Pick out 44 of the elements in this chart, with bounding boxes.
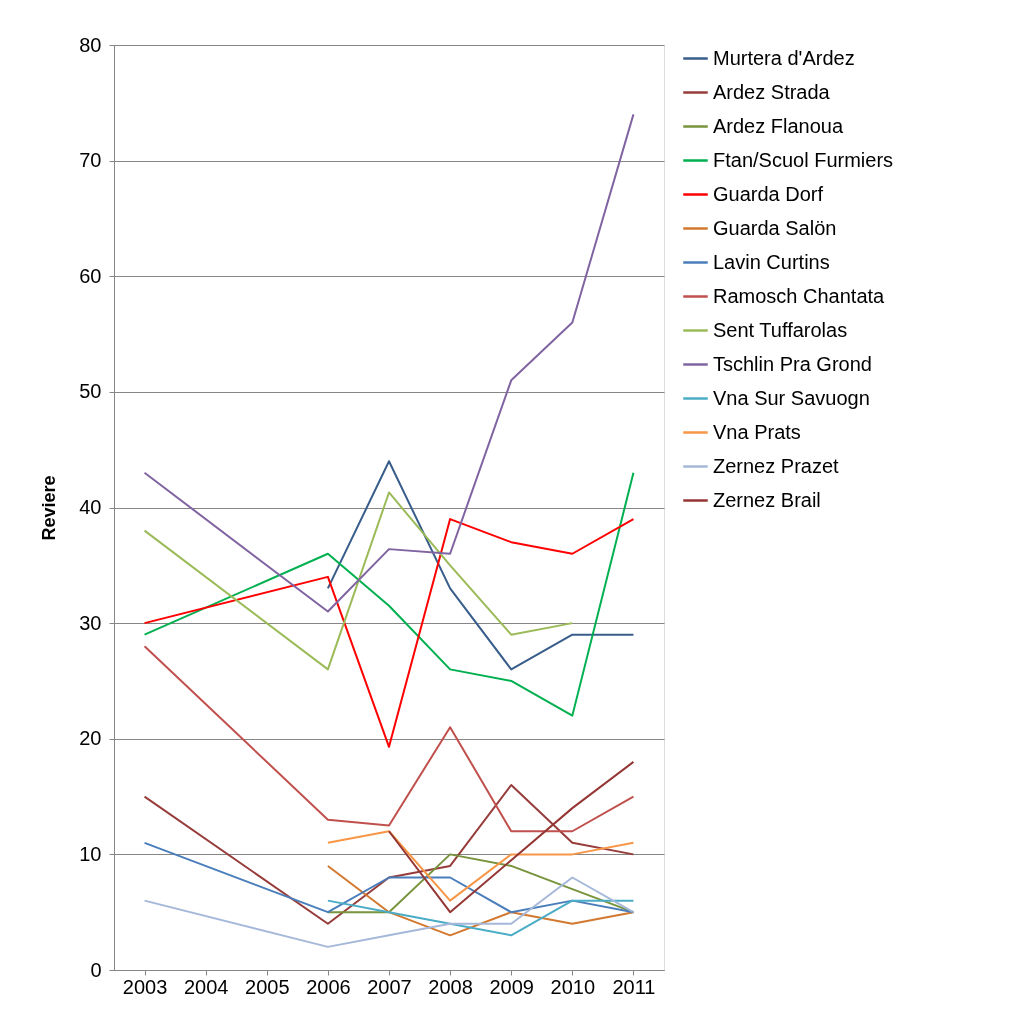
y-tick-label: 30 [79,611,102,634]
legend-label: Tschlin Pra Grond [713,352,872,375]
line-series [143,471,635,717]
line-series [143,876,635,948]
line-series [326,864,635,937]
legend-label: Ftan/Scuol Furmiers [713,148,894,171]
x-tick-label: 2011 [612,975,656,998]
x-tick-label: 2006 [306,975,351,998]
x-tick-label: 2008 [428,975,473,998]
line-series [143,645,635,833]
x-tick-label: 2004 [183,975,229,998]
y-tick-label: 40 [79,496,102,518]
line-series [143,491,574,671]
y-tick-label: 10 [79,842,102,865]
y-axis-title: Reviere [39,475,60,541]
line-series [326,899,635,937]
line-series [143,113,635,613]
x-tick-label: 2009 [489,975,534,998]
legend-label: Ramosch Chantata [713,284,886,307]
legend-label: Sent Tuffarolas [713,318,848,341]
legend-label: Murtera d'Ardez [713,46,855,69]
legend-label: Guarda Salön [713,216,837,239]
legend-label: Vna Sur Savuogn [713,386,870,409]
y-tick-label: 80 [79,33,102,56]
legend-label: Vna Prats [713,420,801,443]
line-series [143,518,635,748]
x-tick-label: 2003 [122,975,168,998]
legend-label: Guarda Dorf [713,182,824,205]
x-tick-label: 2010 [550,975,596,998]
legend-label: Ardez Flanoua [713,114,844,137]
y-tick-label: 20 [79,727,102,750]
line-series [143,841,635,914]
y-tick-label: 50 [79,380,102,403]
y-tick-label: 0 [90,958,102,981]
legend-label: Ardez Strada [713,80,831,103]
legend-label: Zernez Brail [713,488,821,511]
x-tick-label: 2005 [245,975,290,998]
x-tick-label: 2007 [367,975,412,998]
line-series [326,460,635,671]
legend-label: Lavin Curtins [713,250,830,273]
line-series [326,830,635,902]
legend-label: Zernez Prazet [713,454,840,477]
y-tick-label: 70 [79,149,102,172]
y-tick-label: 60 [79,264,102,287]
